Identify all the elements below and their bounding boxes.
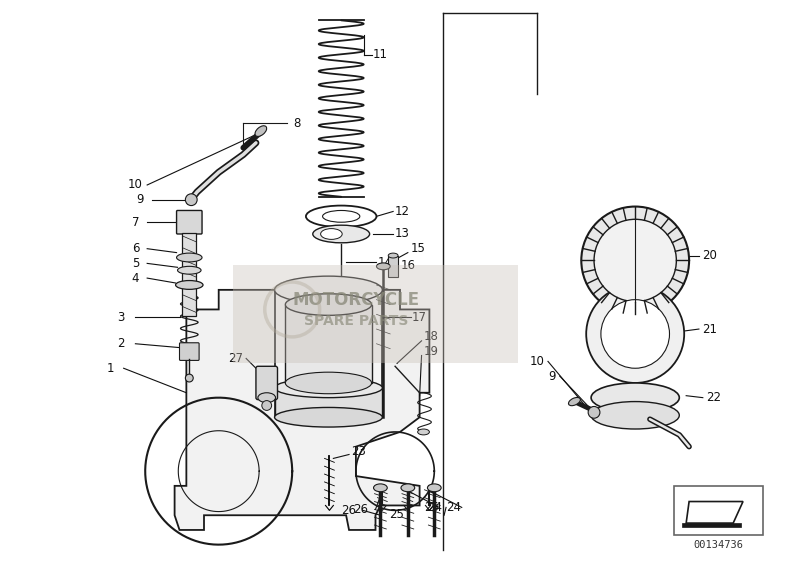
Text: 14: 14 xyxy=(378,256,393,269)
Circle shape xyxy=(186,374,194,382)
FancyBboxPatch shape xyxy=(179,343,199,360)
Text: 11: 11 xyxy=(373,48,388,61)
Text: 26: 26 xyxy=(354,503,368,516)
Text: 00134736: 00134736 xyxy=(694,540,743,550)
Text: 21: 21 xyxy=(702,323,717,336)
Text: 16: 16 xyxy=(400,259,415,272)
Ellipse shape xyxy=(418,429,430,435)
Text: 10: 10 xyxy=(530,355,545,368)
Text: 26: 26 xyxy=(342,504,357,517)
Ellipse shape xyxy=(255,126,266,136)
Ellipse shape xyxy=(591,402,679,429)
FancyBboxPatch shape xyxy=(177,211,202,234)
Polygon shape xyxy=(682,523,741,527)
Ellipse shape xyxy=(401,484,414,492)
Ellipse shape xyxy=(274,378,382,398)
Text: 3: 3 xyxy=(117,311,124,324)
Text: 9: 9 xyxy=(137,193,144,206)
Bar xyxy=(274,388,382,417)
Polygon shape xyxy=(174,290,430,530)
Text: 8: 8 xyxy=(294,117,301,130)
Text: 19: 19 xyxy=(424,345,439,358)
Ellipse shape xyxy=(175,281,203,289)
Text: 25: 25 xyxy=(389,508,403,521)
Circle shape xyxy=(594,219,676,302)
Text: 17: 17 xyxy=(412,311,427,324)
Text: 4: 4 xyxy=(132,272,139,285)
Ellipse shape xyxy=(377,263,390,270)
Text: 6: 6 xyxy=(132,242,139,255)
Text: 15: 15 xyxy=(410,242,425,255)
Text: SPARE PARTS: SPARE PARTS xyxy=(304,314,408,328)
Circle shape xyxy=(582,207,689,314)
Text: 7: 7 xyxy=(132,216,139,229)
Bar xyxy=(182,233,196,316)
Text: 1: 1 xyxy=(107,362,114,375)
Bar xyxy=(274,290,382,417)
Bar xyxy=(234,266,518,363)
Text: 10: 10 xyxy=(128,179,143,192)
Text: 23: 23 xyxy=(351,445,366,458)
Ellipse shape xyxy=(427,484,441,492)
Text: 25: 25 xyxy=(424,501,438,514)
Ellipse shape xyxy=(177,253,202,262)
Text: 13: 13 xyxy=(394,228,410,241)
Ellipse shape xyxy=(178,266,201,274)
Ellipse shape xyxy=(569,397,580,406)
Bar xyxy=(388,255,398,277)
Ellipse shape xyxy=(313,225,370,243)
Circle shape xyxy=(601,299,670,368)
Ellipse shape xyxy=(388,253,398,258)
Text: 27: 27 xyxy=(228,352,243,365)
Text: 18: 18 xyxy=(424,331,438,344)
Ellipse shape xyxy=(274,276,382,303)
Text: 20: 20 xyxy=(702,249,717,262)
Ellipse shape xyxy=(286,294,371,315)
Text: 9: 9 xyxy=(548,370,556,383)
Text: 5: 5 xyxy=(132,257,139,270)
Ellipse shape xyxy=(374,484,387,492)
Circle shape xyxy=(262,401,272,410)
Ellipse shape xyxy=(286,372,371,394)
Bar xyxy=(286,305,371,383)
Ellipse shape xyxy=(321,229,342,240)
Circle shape xyxy=(586,285,684,383)
Circle shape xyxy=(588,406,600,418)
Text: 12: 12 xyxy=(394,205,410,218)
Circle shape xyxy=(186,194,197,206)
FancyBboxPatch shape xyxy=(256,366,278,399)
Ellipse shape xyxy=(274,407,382,427)
Text: 22: 22 xyxy=(706,391,721,404)
Ellipse shape xyxy=(258,393,275,402)
Text: 2: 2 xyxy=(117,337,125,350)
Text: 24: 24 xyxy=(446,501,462,514)
Bar xyxy=(674,486,762,535)
Text: MOTORCYCLE: MOTORCYCLE xyxy=(292,290,419,308)
Ellipse shape xyxy=(591,383,679,412)
Text: 24: 24 xyxy=(427,501,442,514)
